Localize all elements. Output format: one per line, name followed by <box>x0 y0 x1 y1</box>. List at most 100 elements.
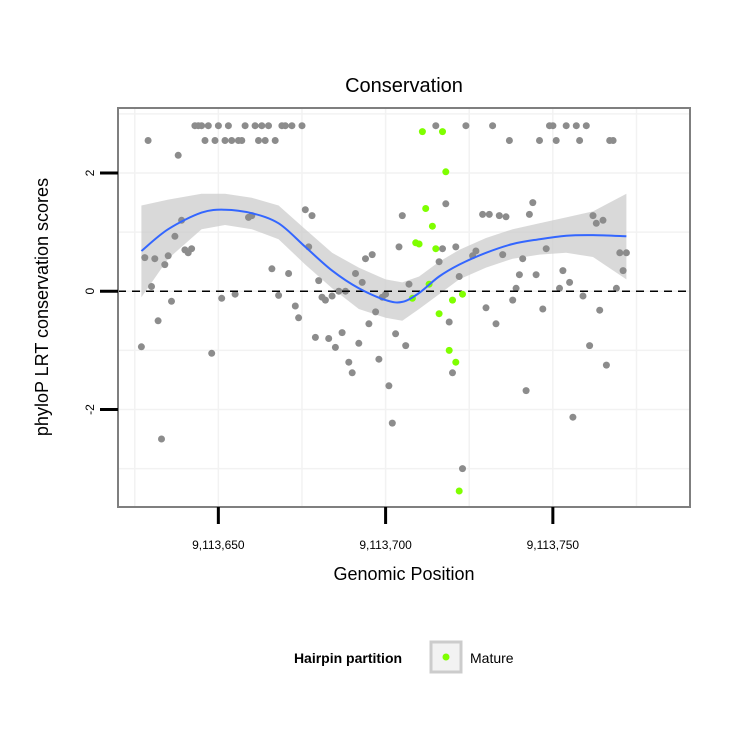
data-point <box>144 137 152 144</box>
data-point <box>365 320 373 328</box>
data-point <box>482 304 490 312</box>
data-point-mature <box>422 205 430 212</box>
data-point <box>275 291 283 299</box>
data-point <box>532 271 540 279</box>
data-point <box>542 245 550 253</box>
x-axis-title: Genomic Position <box>333 564 474 584</box>
data-point <box>529 199 537 207</box>
data-point <box>372 308 380 316</box>
data-point <box>472 247 480 255</box>
data-point <box>141 254 149 262</box>
data-point <box>459 465 466 473</box>
data-point <box>592 219 600 227</box>
data-point <box>489 122 497 130</box>
data-point <box>375 355 383 363</box>
y-tick-label: 2 <box>83 169 97 176</box>
data-point <box>586 342 594 350</box>
legend: Hairpin partition Mature <box>294 640 514 674</box>
data-point <box>479 210 487 218</box>
data-point <box>308 212 316 220</box>
data-point <box>328 292 336 300</box>
data-point <box>214 122 222 130</box>
data-point <box>398 212 406 220</box>
data-point <box>221 137 229 144</box>
data-point <box>602 361 610 369</box>
data-point <box>208 349 216 357</box>
data-point-mature <box>418 128 426 136</box>
data-point <box>445 318 453 326</box>
data-point <box>402 342 410 350</box>
data-point <box>325 335 333 342</box>
data-point <box>395 243 403 251</box>
data-point-mature <box>428 222 436 230</box>
data-point <box>549 122 557 130</box>
y-tick-label: -2 <box>83 404 97 415</box>
data-point <box>291 302 299 310</box>
data-point <box>151 255 159 263</box>
data-point <box>495 212 503 220</box>
data-point <box>255 137 262 144</box>
data-point-mature <box>439 128 446 136</box>
data-point <box>616 249 624 257</box>
data-point <box>485 210 493 218</box>
smooth-trend-line <box>140 208 627 304</box>
data-point <box>358 278 366 286</box>
data-point <box>509 296 517 304</box>
data-point <box>161 261 169 269</box>
data-point <box>435 258 443 266</box>
data-point <box>442 200 450 208</box>
data-point <box>515 271 523 279</box>
data-point <box>285 270 293 277</box>
data-point-mature <box>442 168 450 176</box>
data-point <box>505 137 513 144</box>
data-point <box>536 137 543 144</box>
data-point <box>238 137 246 144</box>
data-point <box>321 296 329 304</box>
data-point <box>228 137 236 144</box>
data-point <box>154 317 162 325</box>
data-point <box>362 255 369 263</box>
plot-panel <box>117 107 691 508</box>
data-point-mature <box>435 310 443 318</box>
x-tick-label: 9,113,750 <box>527 538 580 552</box>
data-point <box>619 267 627 275</box>
data-point <box>265 122 272 130</box>
data-point <box>198 122 206 130</box>
data-point <box>281 122 289 130</box>
data-point <box>502 213 510 221</box>
data-point <box>168 297 175 305</box>
data-point <box>231 290 239 298</box>
data-point <box>519 255 527 263</box>
data-point <box>331 343 339 351</box>
data-point <box>492 320 500 328</box>
data-point <box>596 306 604 314</box>
data-point <box>455 273 463 280</box>
data-point <box>148 283 155 290</box>
legend-label-mature: Mature <box>470 650 514 666</box>
legend-title: Hairpin partition <box>294 650 402 666</box>
data-point <box>338 329 346 337</box>
data-point <box>211 137 219 144</box>
data-point-mature <box>452 358 460 366</box>
data-point <box>525 210 533 218</box>
x-tick-label: 9,113,700 <box>359 538 412 552</box>
data-point <box>335 287 343 295</box>
data-point <box>201 137 209 144</box>
data-point-mature <box>432 245 440 253</box>
data-point <box>164 252 172 260</box>
data-point <box>188 245 196 253</box>
data-point <box>218 294 226 302</box>
data-point <box>559 267 567 275</box>
data-point <box>439 245 446 253</box>
data-point-mature <box>415 240 423 248</box>
data-point <box>311 333 319 341</box>
x-tick-label: 9,113,650 <box>192 538 245 552</box>
data-point <box>622 249 630 257</box>
data-point <box>258 122 266 130</box>
data-point <box>562 122 570 130</box>
data-point <box>569 413 577 421</box>
data-point <box>405 280 413 288</box>
data-point <box>204 122 212 130</box>
data-point <box>345 358 353 366</box>
data-point <box>268 265 276 273</box>
